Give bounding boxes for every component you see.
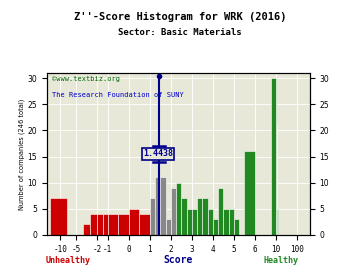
Bar xyxy=(150,198,155,235)
Bar xyxy=(181,198,186,235)
Bar xyxy=(213,219,218,235)
Bar xyxy=(218,188,224,235)
Bar xyxy=(139,214,150,235)
Bar xyxy=(229,209,234,235)
Bar xyxy=(192,209,197,235)
Text: Unhealthy: Unhealthy xyxy=(46,256,91,265)
Bar xyxy=(244,151,255,235)
Y-axis label: Number of companies (246 total): Number of companies (246 total) xyxy=(18,98,24,210)
Bar xyxy=(166,219,171,235)
Bar xyxy=(176,183,181,235)
Bar xyxy=(202,198,208,235)
Bar xyxy=(197,198,202,235)
Bar xyxy=(271,78,276,235)
Bar xyxy=(234,219,239,235)
Bar xyxy=(103,214,108,235)
Text: Healthy: Healthy xyxy=(263,256,298,265)
Bar xyxy=(171,188,176,235)
Bar xyxy=(108,214,118,235)
Text: Z''-Score Histogram for WRK (2016): Z''-Score Histogram for WRK (2016) xyxy=(74,12,286,22)
Bar xyxy=(155,177,160,235)
X-axis label: Score: Score xyxy=(163,255,193,265)
Bar xyxy=(277,209,278,235)
Bar xyxy=(129,209,139,235)
Text: ©www.textbiz.org: ©www.textbiz.org xyxy=(52,76,120,82)
Bar xyxy=(90,214,97,235)
Bar xyxy=(159,177,160,235)
Text: Sector: Basic Materials: Sector: Basic Materials xyxy=(118,28,242,37)
Bar xyxy=(118,214,129,235)
Bar xyxy=(150,209,160,235)
Bar xyxy=(50,198,67,235)
Bar xyxy=(97,214,103,235)
Bar xyxy=(160,177,166,235)
Bar xyxy=(208,209,213,235)
Text: 1.4438: 1.4438 xyxy=(143,149,173,158)
Bar xyxy=(186,209,192,235)
Bar xyxy=(83,224,90,235)
Text: The Research Foundation of SUNY: The Research Foundation of SUNY xyxy=(52,92,184,98)
Bar xyxy=(224,209,229,235)
